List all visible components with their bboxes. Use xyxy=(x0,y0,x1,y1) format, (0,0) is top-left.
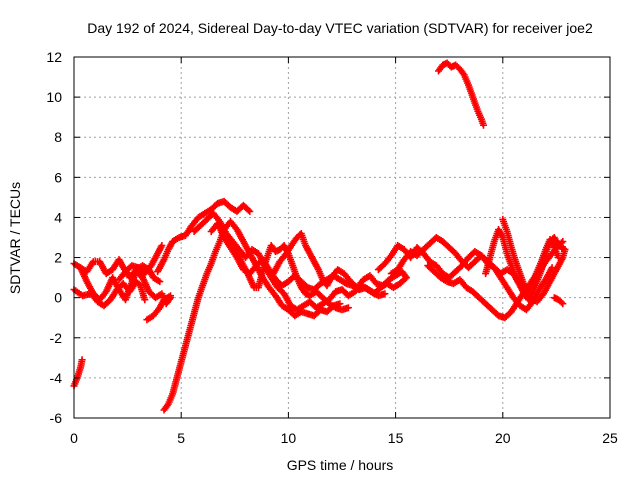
y-tick-label: 4 xyxy=(54,209,62,225)
y-tick-label: 2 xyxy=(54,250,62,266)
y-tick-label: 0 xyxy=(54,290,62,306)
series-track-6 xyxy=(115,242,166,284)
data-point xyxy=(141,296,149,304)
y-tick-label: -4 xyxy=(50,370,63,386)
y-tick-label: 10 xyxy=(46,89,62,105)
data-point xyxy=(156,278,164,286)
tick-labels-layer: 0 5 10 15 20 25 -6 -4 -2 0 2 4 6 8 10 12 xyxy=(46,49,618,446)
y-tick-label: 6 xyxy=(54,169,62,185)
data-point xyxy=(246,207,254,215)
data-point xyxy=(561,246,569,253)
series-track-18 xyxy=(550,294,567,308)
plot-frame xyxy=(73,56,611,419)
data-point xyxy=(555,254,562,262)
chart-title: Day 192 of 2024, Sidereal Day-to-day VTE… xyxy=(87,20,593,36)
y-tick-label: -6 xyxy=(50,410,63,426)
data-point xyxy=(401,272,409,280)
data-point xyxy=(557,239,565,247)
data-point xyxy=(381,290,389,298)
data-point xyxy=(557,298,565,306)
data-point xyxy=(480,121,487,129)
series-track-5 xyxy=(143,292,174,324)
data-point xyxy=(559,300,567,308)
data-point xyxy=(245,206,252,214)
y-tick-label: 8 xyxy=(54,129,62,145)
series-track-15 xyxy=(424,246,569,322)
data-point xyxy=(459,70,467,77)
data-point xyxy=(158,242,166,249)
data-point xyxy=(167,292,174,300)
y-tick-label: -2 xyxy=(50,330,63,346)
x-tick-label: 5 xyxy=(177,430,185,446)
x-tick-label: 15 xyxy=(388,430,404,446)
points-layer xyxy=(70,59,569,414)
data-point xyxy=(344,304,352,312)
ticks-layer xyxy=(73,56,611,419)
series-track-19 xyxy=(435,59,487,129)
data-point xyxy=(78,356,86,364)
data-point xyxy=(402,274,410,282)
y-axis-label: SDTVAR / TECUs xyxy=(7,182,23,294)
x-axis-label: GPS time / hours xyxy=(287,457,394,473)
x-tick-label: 20 xyxy=(495,430,511,446)
series-track-13 xyxy=(387,234,569,294)
data-point xyxy=(559,238,567,245)
x-tick-label: 10 xyxy=(281,430,297,446)
series-track-7 xyxy=(154,197,254,276)
x-tick-label: 25 xyxy=(602,430,618,446)
x-tick-label: 0 xyxy=(70,430,78,446)
series-track-12 xyxy=(269,230,410,292)
series-track-17 xyxy=(499,215,562,296)
y-tick-label: 12 xyxy=(46,49,62,65)
